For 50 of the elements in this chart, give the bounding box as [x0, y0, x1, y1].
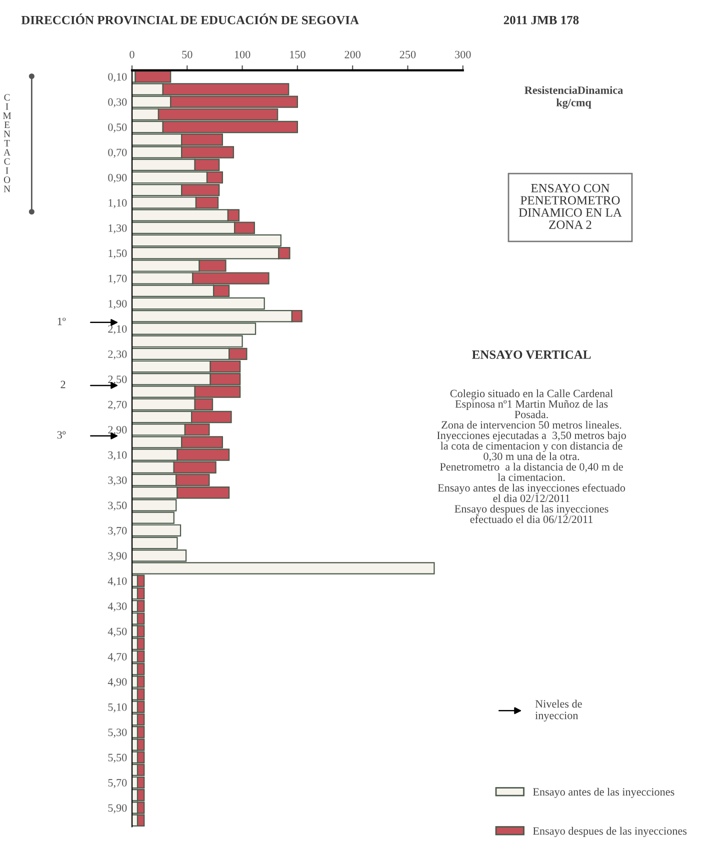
y-tick-label: 1,70	[108, 274, 127, 284]
y-tick-label: 0,70	[108, 148, 127, 158]
x-tick-label: 50	[182, 50, 192, 58]
chart-title: DIRECCIÓN PROVINCIAL DE EDUCACIÓN DE SEGOVIA	[21, 13, 359, 24]
y-tick-label: 0,10	[108, 73, 127, 82]
y-tick-label: 3,70	[108, 526, 127, 536]
y-tick-label: 1,50	[108, 250, 127, 259]
y-tick-label: 0,50	[108, 123, 127, 133]
legend-label: Ensayo antes de las inyecciones	[532, 788, 674, 798]
y-tick-label: 2,90	[108, 426, 127, 436]
y-tick-label: 5,70	[108, 779, 127, 788]
y-tick-label: 0,30	[108, 98, 127, 108]
text: Colegio situado en la Calle Cardenal Espinosa nº1 Martin Muñoz de las Posada. Zona de intervencion 50 metros lineales. Inyecciones ejecutadas a 3,50 metros bajo la cota de cimentacion y con distancia de 0,30 m una de la otra. Penetrometro a la distancia de 0,40 m de la cimentacion. Ensayo antes de las inyecciones efectuado el dia 02/12/2011 Ensayo despues de las inyecciones efectuado el dia 06/12/2011	[437, 389, 626, 524]
legend-label: Ensayo despues de las inyecciones	[532, 826, 687, 837]
y-tick-label: 5,10	[108, 703, 127, 712]
y-tick-label: 5,90	[108, 804, 127, 814]
y-tick-label: 5,50	[108, 754, 127, 763]
y-tick-label: 1,90	[108, 300, 127, 310]
y-tick-label: 3,30	[108, 476, 127, 486]
y-tick-label: 1,10	[108, 199, 127, 208]
x-tick-label: 150	[290, 50, 306, 58]
y-tick-label: 3,50	[108, 502, 127, 511]
y-tick-label: 3,10	[108, 451, 127, 460]
text: CIMENTACION	[2, 94, 12, 192]
y-tick-label: 5,30	[108, 728, 127, 738]
x-axis-title: ResistenciaDinamica kg/cmq	[524, 86, 623, 109]
y-tick-label: 3,90	[108, 552, 127, 562]
y-tick-label: 2,30	[108, 350, 127, 360]
y-tick-label: 2,70	[108, 400, 127, 410]
text: 2	[60, 380, 66, 388]
x-tick-label: 200	[344, 50, 360, 58]
y-tick-label: 4,10	[108, 577, 127, 586]
text: 2011 JMB 178	[504, 16, 579, 24]
y-tick-label: 4,30	[108, 602, 127, 612]
text: 1º	[58, 318, 66, 326]
y-tick-label: 4,50	[108, 628, 127, 637]
y-tick-label: 4,70	[108, 652, 127, 662]
y-tick-label: 2,10	[108, 325, 127, 334]
x-tick-label: 300	[455, 50, 471, 58]
text: Niveles de inyeccion	[535, 700, 582, 722]
text: 3º	[57, 431, 66, 439]
text: ENSAYO CON PENETROMETRO DINAMICO EN LA ZONA 2	[518, 184, 622, 229]
x-tick-label: 250	[400, 50, 416, 58]
y-tick-label: 4,90	[108, 678, 127, 688]
text: ENSAYO VERTICAL	[472, 350, 591, 359]
y-tick-label: 2,50	[108, 376, 127, 385]
y-tick-label: 1,30	[108, 224, 127, 234]
y-tick-label: 0,90	[108, 174, 127, 184]
x-tick-label: 0	[130, 50, 134, 58]
x-tick-label: 100	[234, 50, 250, 58]
